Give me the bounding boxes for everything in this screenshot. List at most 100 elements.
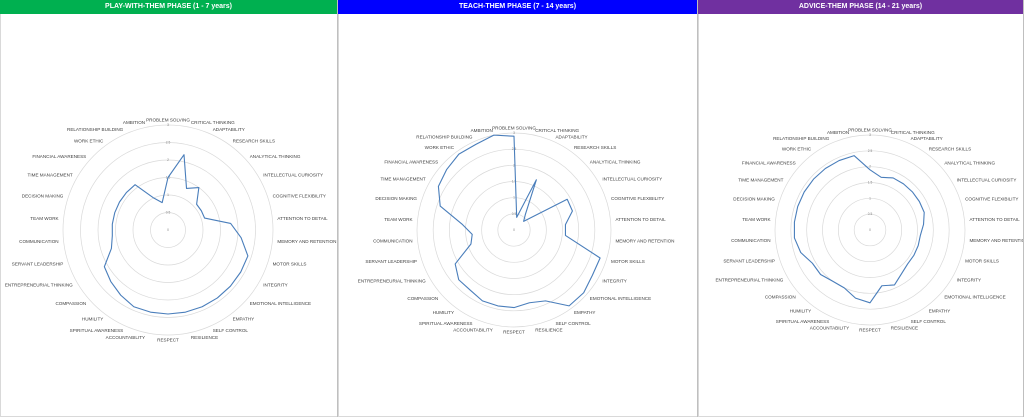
category-label: HUMILITY [433,310,454,315]
category-label: TEAM WORK [30,216,59,221]
category-label: PROBLEM SOLVING [146,118,190,123]
category-label: INTELLECTUAL CURIOSITY [957,178,1017,183]
category-label: ATTENTION TO DETAIL [969,217,1020,222]
radial-tick-label: 2.5 [868,149,873,153]
category-label: DECISION MAKING [375,196,417,201]
category-label: EMPATHY [929,309,951,314]
category-label: RESILIENCE [535,327,562,332]
grid-ring [416,132,612,328]
radial-tick-label: 0 [513,228,515,232]
category-label: WORK ETHIC [74,139,104,144]
grid-ring [448,164,580,296]
grid-ring [790,150,950,310]
category-label: WORK ETHIC [425,145,455,150]
category-label: RESPECT [157,338,179,343]
radial-tick-label: 0.5 [166,211,171,215]
category-label: MOTOR SKILLS [611,259,645,264]
category-label: ADAPTABILITY [555,134,587,139]
radial-tick-label: 1.5 [868,181,873,185]
radial-tick-label: 2 [869,165,871,169]
category-label: TIME MANAGEMENT [380,177,425,182]
radial-tick-label: 0.5 [512,212,517,216]
category-label: ADAPTABILITY [213,127,245,132]
category-label: ANALYTICAL THINKING [944,161,995,166]
radial-tick-label: 0.5 [868,212,873,216]
category-label: ENTREPRENEURIAL THINKING [358,279,426,284]
grid-ring [481,197,547,263]
category-label: TIME MANAGEMENT [738,178,783,183]
category-label: ATTENTION TO DETAIL [615,217,666,222]
category-label: AMBITION [123,120,145,125]
phase-panel-play: PLAY-WITH-THEM PHASE (1 - 7 years) 0 0.5 1 1… [0,0,338,417]
category-label: CRITICAL THINKING [191,120,235,125]
category-label: EMOTIONAL INTELLIGENCE [590,296,651,301]
series-line [437,134,601,309]
grid-ring [497,213,531,247]
grid-ring [822,182,918,278]
category-label: CRITICAL THINKING [535,128,579,133]
radial-tick-label: 1 [513,196,515,200]
category-label: SPIRITUAL AWARENESS [419,321,473,326]
category-label: TEAM WORK [384,217,413,222]
category-label: RESPECT [859,328,881,333]
category-label: INTEGRITY [602,279,627,284]
category-label: HUMILITY [82,317,103,322]
category-label: CRITICAL THINKING [891,130,935,135]
category-label: COMMUNICATION [731,238,770,243]
category-label: SELF CONTROL [555,321,591,326]
category-label: MOTOR SKILLS [273,262,307,267]
radar-chart-area: 0 0.5 1 1.5 2 2.5 3 PROBLEM SOLVING CRITICAL THI… [698,14,1023,417]
category-label: RESEARCH SKILLS [574,145,616,150]
category-label: ANALYTICAL THINKING [250,154,301,159]
category-label: FINANCIAL AWARENESS [32,154,86,159]
category-label: RELATIONSHIP BUILDING [416,134,473,139]
radial-tick-label: 3 [513,131,515,135]
category-label: EMPATHY [233,317,255,322]
grid-ring [80,142,256,318]
category-label: INTEGRITY [957,278,982,283]
category-label: COMMUNICATION [19,239,58,244]
grid-ring [62,124,274,336]
category-label: ENTREPRENEURIAL THINKING [715,278,783,283]
category-label: COMPASSION [407,296,438,301]
category-label: AMBITION [827,130,849,135]
category-label: COGNITIVE FLEXIBILITY [965,197,1018,202]
radial-tick-label: 1.5 [512,180,517,184]
category-label: HUMILITY [790,309,811,314]
category-label: RELATIONSHIP BUILDING [67,127,124,132]
category-label: RESPECT [503,330,525,335]
radial-tick-label: 2.5 [166,141,171,145]
category-label: TEAM WORK [742,217,771,222]
grid-ring [837,197,903,263]
category-label: ANALYTICAL THINKING [590,159,641,164]
category-label: DECISION MAKING [22,194,64,199]
category-label: DECISION MAKING [733,197,775,202]
category-label: SELF CONTROL [911,319,947,324]
category-label: MOTOR SKILLS [965,259,999,264]
category-label: SPIRITUAL AWARENESS [776,319,830,324]
series-line [793,155,925,304]
category-label: RELATIONSHIP BUILDING [773,136,830,141]
radial-tick-label: 3 [167,123,169,127]
radial-tick-label: 2 [513,163,515,167]
category-label: MEMORY AND RETENTION [615,238,674,243]
category-label: RESILIENCE [191,335,218,340]
radial-tick-label: 1 [167,193,169,197]
category-label: TIME MANAGEMENT [28,173,73,178]
category-label: INTEGRITY [263,283,288,288]
category-label: ENTREPRENEURIAL THINKING [5,283,73,288]
grid-ring [97,159,239,301]
radar-chart-area: 0 0.5 1 1.5 2 2.5 3 PROBLEM SOLVING CRITICAL THI… [338,14,697,417]
category-label: MEMORY AND RETENTION [277,239,336,244]
radial-tick-label: 0 [167,228,169,232]
category-label: ADAPTABILITY [911,136,943,141]
category-label: INTELLECTUAL CURIOSITY [602,177,662,182]
category-label: ATTENTION TO DETAIL [277,216,328,221]
category-label: COMPASSION [55,301,86,306]
phase-panel-teach: TEACH-THEM PHASE (7 - 14 years) 0 0.5 1 1.5 2… [338,0,698,417]
radar-chart-area: 0 0.5 1 1.5 2 2.5 3 PROBLEM SOLVING CRITICAL THI… [0,14,337,417]
phase-header-play: PLAY-WITH-THEM PHASE (1 - 7 years) [0,0,337,14]
category-label: RESEARCH SKILLS [929,147,971,152]
category-label: SERVANT LEADERSHIP [723,259,775,264]
